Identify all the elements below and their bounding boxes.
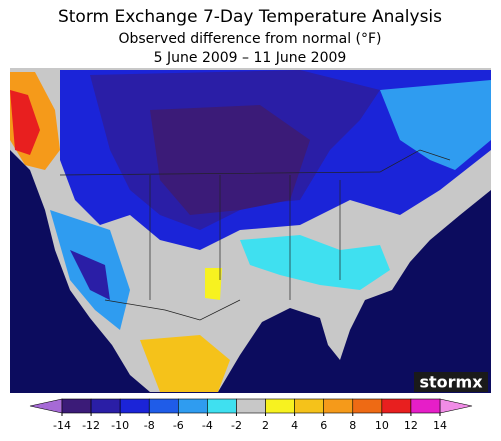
colorbar-tick-label: 10 <box>375 419 389 432</box>
colorbar: -14 -12 -10 -8 -6 -4 -2 2 4 6 8 10 12 14 <box>29 398 473 432</box>
colorbar-tick-label: 12 <box>404 419 418 432</box>
colorbar-tick-label: -2 <box>231 419 242 432</box>
colorbar-bin <box>410 398 441 414</box>
colorbar-tick-label: 8 <box>349 419 356 432</box>
colorbar-bin <box>381 398 412 414</box>
colorbar-tick-label: 4 <box>291 419 298 432</box>
colorbar-low <box>29 398 63 414</box>
colorbar-bin <box>294 398 324 414</box>
colorbar-tick-label: 6 <box>320 419 327 432</box>
northwest-hot <box>10 90 40 155</box>
midsouth <box>240 235 390 290</box>
east-canada <box>380 80 491 170</box>
colorbar-tick-label: 2 <box>262 419 269 432</box>
colorbar-tick-label: -10 <box>111 419 129 432</box>
sw-cold <box>70 250 110 300</box>
colorbar-tick-label: -4 <box>202 419 213 432</box>
colorbar-bin <box>148 398 179 414</box>
colorbar-bin <box>352 398 383 414</box>
colorbar-bin <box>323 398 354 414</box>
colorbar-tick-label: -6 <box>173 419 184 432</box>
colorbar-bin <box>90 398 121 414</box>
colorbar-high <box>439 398 473 414</box>
colorbar-tick-label: -12 <box>82 419 100 432</box>
date-range: 5 June 2009 – 11 June 2009 <box>154 50 347 66</box>
colorbar-bin <box>119 398 150 414</box>
map: stormx <box>10 68 491 393</box>
colorbar-tick-label: 14 <box>433 419 447 432</box>
logo-box <box>414 372 488 392</box>
texas-warm <box>205 268 222 300</box>
subtitle: Observed difference from normal (°F) <box>118 31 381 47</box>
colorbar-tick-label: -14 <box>53 419 71 432</box>
colorbar-bin <box>265 398 295 414</box>
colorbar-bin <box>178 398 208 414</box>
borders <box>59 149 451 321</box>
title: Storm Exchange 7-Day Temperature Analysi… <box>58 7 442 27</box>
mexico-warm <box>140 335 230 392</box>
coldest-region <box>150 105 310 215</box>
colorbar-bin <box>61 398 92 414</box>
colorbar-bin <box>236 398 266 414</box>
logo: stormx <box>419 373 483 392</box>
colorbar-bin <box>207 398 237 414</box>
colorbar-tick-label: -8 <box>144 419 155 432</box>
